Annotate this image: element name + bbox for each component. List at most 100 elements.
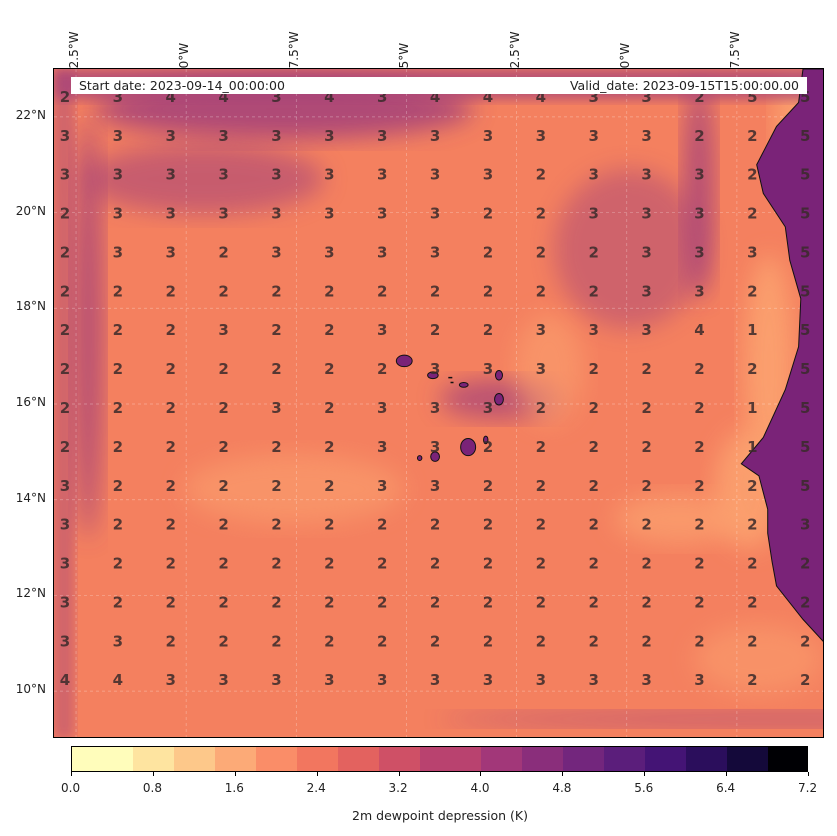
- value-label: 2: [430, 593, 440, 611]
- value-label: 3: [218, 127, 228, 145]
- value-label: 2: [377, 555, 387, 573]
- colorbar: [71, 746, 808, 772]
- value-label: 3: [113, 166, 123, 184]
- value-label: 5: [800, 205, 810, 223]
- value-label: 4: [324, 88, 334, 106]
- value-label: 2: [430, 282, 440, 300]
- value-label: 2: [60, 438, 70, 456]
- colorbar-segment: [297, 747, 319, 771]
- value-label: 2: [166, 632, 176, 650]
- colorbar-tick-label: 1.6: [224, 781, 244, 795]
- value-label: 2: [218, 632, 228, 650]
- value-label: 5: [800, 88, 810, 106]
- colorbar-segment: [665, 747, 687, 771]
- colorbar-segment: [747, 747, 769, 771]
- field-patch: [84, 144, 324, 214]
- value-label: 2: [377, 282, 387, 300]
- lat-label: 20°N: [15, 203, 46, 218]
- value-label: 2: [747, 166, 757, 184]
- lat-label: 16°N: [15, 395, 46, 409]
- value-label: 2: [694, 555, 704, 573]
- value-label: 3: [694, 166, 704, 184]
- colorbar-tick-label: 3.2: [388, 781, 408, 795]
- value-label: 3: [588, 671, 598, 689]
- value-label: 3: [271, 88, 281, 106]
- value-label: 3: [324, 205, 334, 223]
- value-label: 3: [483, 399, 493, 417]
- value-label: 2: [694, 360, 704, 378]
- value-label: 2: [271, 360, 281, 378]
- value-label: 3: [694, 243, 704, 261]
- value-label: 2: [166, 438, 176, 456]
- value-label: 3: [430, 360, 440, 378]
- value-label: 2: [747, 593, 757, 611]
- value-label: 2: [218, 438, 228, 456]
- value-label: 3: [641, 205, 651, 223]
- value-label: 5: [800, 360, 810, 378]
- value-label: 2: [113, 593, 123, 611]
- island: [427, 371, 439, 380]
- value-label: 2: [166, 593, 176, 611]
- value-label: 3: [430, 166, 440, 184]
- value-label: 2: [800, 593, 810, 611]
- value-label: 3: [60, 555, 70, 573]
- value-label: 3: [430, 438, 440, 456]
- value-label: 3: [60, 477, 70, 495]
- value-label: 2: [324, 360, 334, 378]
- value-label: 4: [113, 671, 123, 689]
- value-label: 2: [60, 243, 70, 261]
- value-label: 2: [483, 632, 493, 650]
- colorbar-segment: [399, 747, 421, 771]
- value-label: 5: [800, 438, 810, 456]
- value-label: 2: [483, 593, 493, 611]
- colorbar-segment: [194, 747, 216, 771]
- value-label: 3: [588, 205, 598, 223]
- dewpoint-depression-map: 2 3 4 4 3 4 3 4 4 4 3 3 2 5 5 3 3 3 3 3 3 3 3 3 3 3 3 2 2 5 3 3 3 3 3 3 3 3 3 2…: [54, 69, 823, 737]
- value-label: 3: [588, 127, 598, 145]
- value-label: 2: [166, 555, 176, 573]
- colorbar-segment: [338, 747, 360, 771]
- valid-date-label: Valid_date: 2023-09-15T15:00:00.00: [569, 78, 799, 93]
- value-label: 2: [747, 671, 757, 689]
- value-label: 5: [800, 321, 810, 339]
- island: [416, 455, 423, 461]
- value-label: 2: [588, 477, 598, 495]
- field-patch: [694, 624, 823, 694]
- value-label: 3: [641, 321, 651, 339]
- colorbar-tick-label: 2.4: [306, 781, 326, 795]
- value-label: 2: [113, 282, 123, 300]
- colorbar-segment: [215, 747, 237, 771]
- colorbar-segment: [358, 747, 380, 771]
- value-label: 2: [166, 360, 176, 378]
- value-label: 2: [271, 282, 281, 300]
- value-label: 4: [483, 88, 493, 106]
- colorbar-tick: [316, 772, 318, 776]
- value-label: 2: [588, 243, 598, 261]
- value-label: 2: [588, 438, 598, 456]
- colorbar-segment: [481, 747, 503, 771]
- value-label: 3: [747, 243, 757, 261]
- colorbar-segment: [563, 747, 585, 771]
- value-label: 2: [377, 360, 387, 378]
- value-label: 2: [483, 205, 493, 223]
- value-label: 3: [430, 671, 440, 689]
- value-label: 2: [166, 516, 176, 534]
- value-label: 2: [747, 205, 757, 223]
- value-label: 3: [113, 205, 123, 223]
- value-label: 3: [271, 127, 281, 145]
- colorbar-segment: [460, 747, 483, 771]
- value-label: 3: [430, 477, 440, 495]
- value-label: 2: [218, 555, 228, 573]
- value-label: 3: [60, 127, 70, 145]
- value-label: 3: [218, 671, 228, 689]
- value-label: 2: [218, 477, 228, 495]
- value-label: 3: [218, 321, 228, 339]
- colorbar-tick-label: 6.4: [716, 781, 736, 795]
- island: [460, 437, 477, 457]
- start-date-label: Start date: 2023-09-14_00:00:00: [79, 78, 285, 93]
- value-label: 3: [536, 360, 546, 378]
- value-label: 2: [641, 360, 651, 378]
- colorbar-tick: [152, 772, 154, 776]
- value-label: 2: [271, 438, 281, 456]
- value-label: 2: [324, 477, 334, 495]
